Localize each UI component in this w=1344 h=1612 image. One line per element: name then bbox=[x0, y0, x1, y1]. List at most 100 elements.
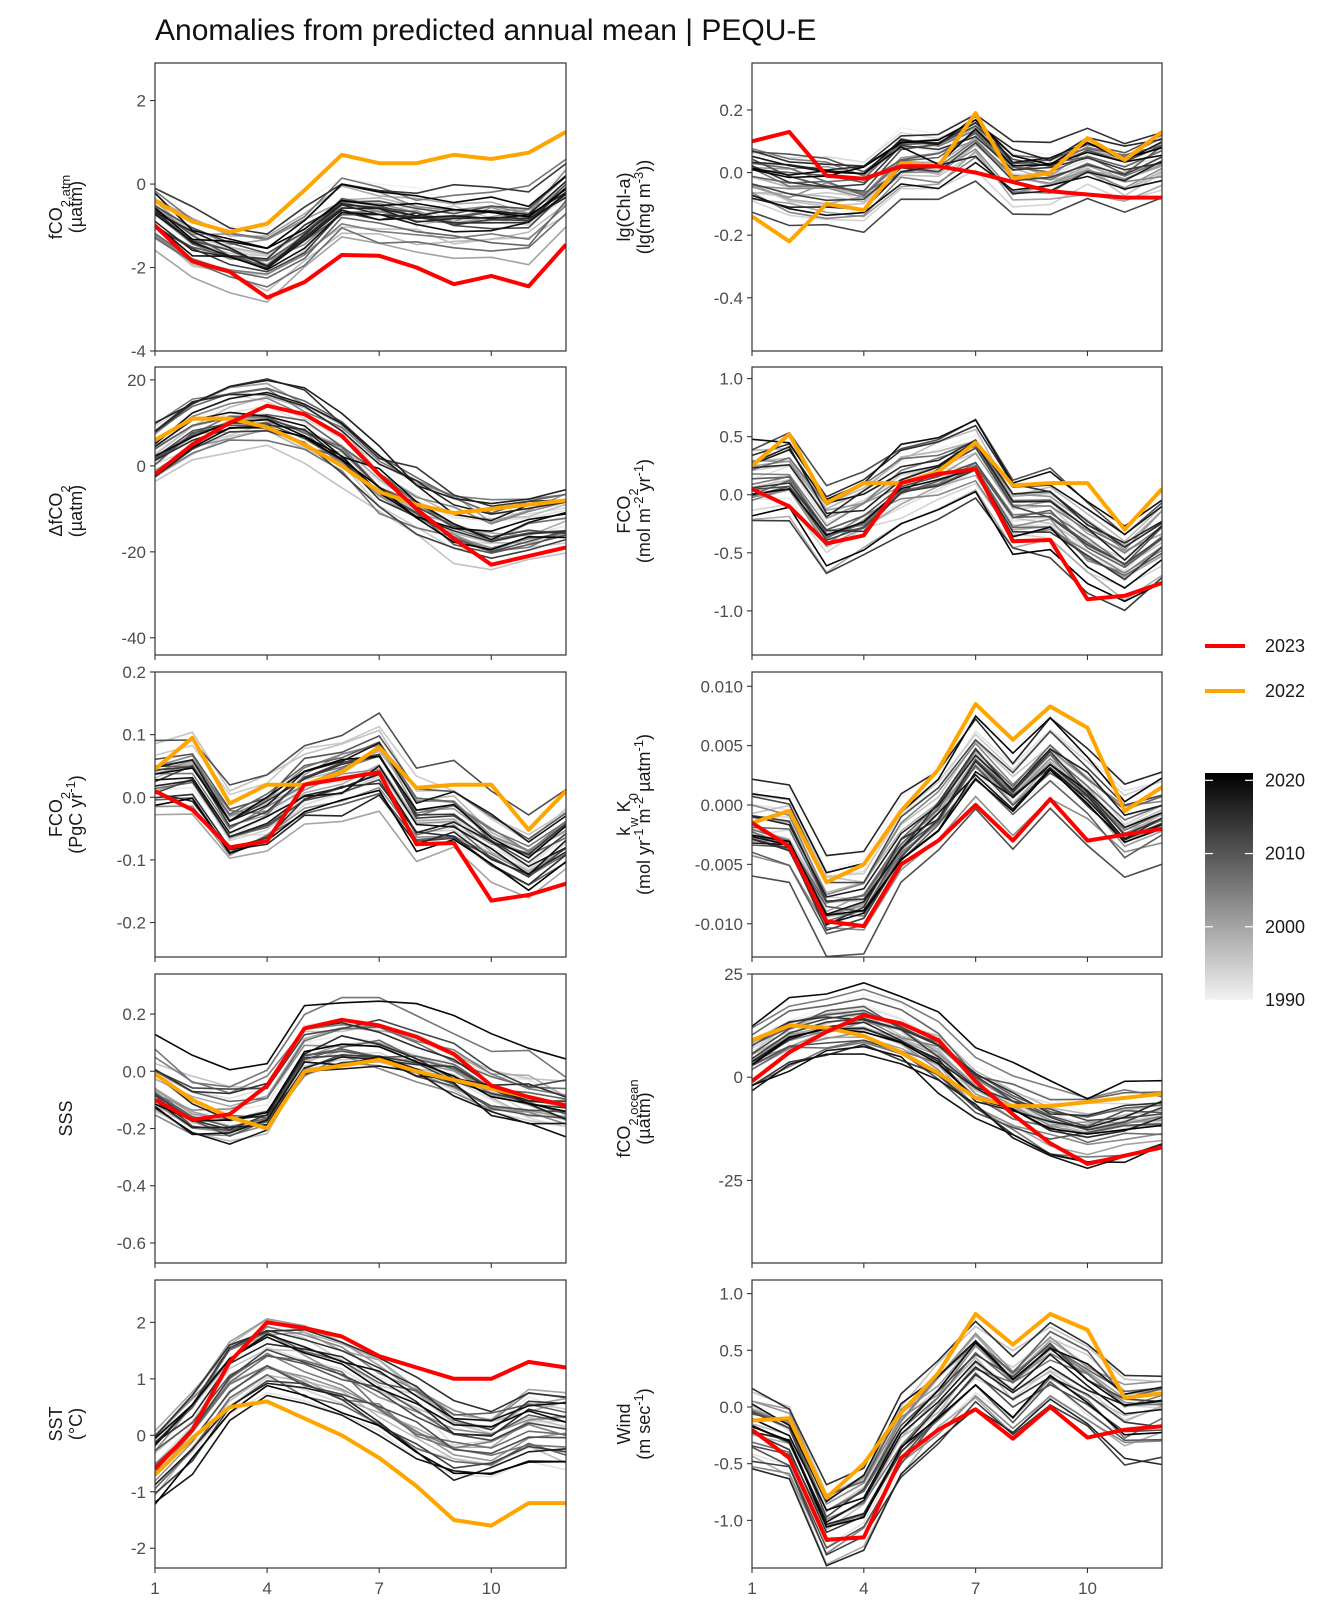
series-line-2021 bbox=[752, 118, 1162, 179]
series-line-2020 bbox=[752, 981, 1162, 1100]
series-line-2022 bbox=[155, 1399, 566, 1528]
y-tick-label: 0 bbox=[137, 175, 146, 194]
series-line-2022 bbox=[752, 111, 1162, 244]
series-line-2017 bbox=[155, 379, 566, 505]
y-tick-label: -1 bbox=[131, 1483, 146, 1502]
y-tick-label: 0.000 bbox=[700, 796, 743, 815]
series-line-1996 bbox=[155, 444, 566, 571]
y-tick-label: 0 bbox=[137, 1426, 146, 1445]
series-line-2023 bbox=[155, 1017, 566, 1122]
colorbar-label: 1990 bbox=[1265, 990, 1305, 1010]
x-tick-label: 4 bbox=[859, 1579, 868, 1598]
series-line-2015 bbox=[752, 113, 1162, 167]
series-line-2023 bbox=[752, 797, 1162, 929]
series-line-1994 bbox=[752, 169, 1162, 222]
colorbar-label: 2000 bbox=[1265, 917, 1305, 937]
y-tick-label: -0.010 bbox=[695, 915, 743, 934]
series-line-1992 bbox=[155, 1391, 566, 1496]
chart-title: Anomalies from predicted annual mean | P… bbox=[155, 14, 816, 47]
y-axis-label: (mol yr-1 m-2 µatm-1) bbox=[631, 734, 655, 895]
legend-label-2022: 2022 bbox=[1265, 681, 1305, 701]
series-line-2012 bbox=[155, 1348, 566, 1468]
series-line-2018 bbox=[752, 1053, 1162, 1170]
x-tick-label: 7 bbox=[374, 1579, 383, 1598]
series-line-2008 bbox=[155, 1373, 566, 1490]
y-tick-label: 0.5 bbox=[719, 1341, 743, 1360]
panel-lines bbox=[752, 702, 1162, 957]
series-line-2011 bbox=[752, 1039, 1162, 1140]
y-tick-label: 0.0 bbox=[719, 486, 743, 505]
colorbar bbox=[1205, 773, 1253, 1000]
series-line-2015 bbox=[155, 1328, 566, 1438]
series-line-1994 bbox=[752, 482, 1162, 588]
panel-sst: -2 -1 0 1 2 1 4 7 10 SST (°C) bbox=[46, 1279, 567, 1598]
panel-lines bbox=[155, 378, 566, 571]
series-line-2014 bbox=[155, 1329, 566, 1445]
series-line-2013 bbox=[155, 1380, 566, 1495]
y-tick-label: 0.0 bbox=[122, 1062, 146, 1081]
y-axis-label: SST bbox=[46, 1406, 66, 1441]
series-line-2013 bbox=[752, 1017, 1162, 1131]
y-axis-label: (µatm) bbox=[66, 181, 86, 233]
series-line-2007 bbox=[155, 213, 566, 288]
y-tick-label: 1 bbox=[137, 1370, 146, 1389]
series-line-2018 bbox=[155, 391, 566, 522]
series-line-2012 bbox=[752, 180, 1162, 234]
series-line-2021 bbox=[155, 427, 566, 551]
series-line-1999 bbox=[752, 489, 1162, 601]
series-line-2000 bbox=[155, 226, 566, 303]
series-line-2021 bbox=[752, 1374, 1162, 1529]
panel-chl: -0.4 -0.2 0.0 0.2 lg(Chl-a) (lg(mg m-3)) bbox=[614, 62, 1163, 356]
series-line-2013 bbox=[752, 1400, 1162, 1556]
series-line-1995 bbox=[155, 725, 566, 843]
y-tick-label: -2 bbox=[131, 1539, 146, 1558]
panel-wind: -1.0 -0.5 0.0 0.5 1.0 1 4 7 10 Wind (m sec-1) bbox=[614, 1279, 1163, 1598]
series-line-2010 bbox=[155, 734, 566, 840]
panel-lines bbox=[752, 418, 1162, 612]
panel-lines bbox=[155, 1318, 566, 1528]
panel-border bbox=[154, 973, 567, 1264]
y-tick-label: -0.1 bbox=[117, 851, 146, 870]
series-line-2008 bbox=[752, 997, 1162, 1101]
y-tick-label: 0.0 bbox=[719, 164, 743, 183]
series-line-2022 bbox=[155, 130, 566, 234]
series-line-2020 bbox=[155, 175, 566, 250]
series-line-2022 bbox=[752, 1312, 1162, 1500]
series-line-2020 bbox=[155, 1000, 566, 1071]
series-line-2023 bbox=[155, 1320, 566, 1471]
y-tick-label: 0.005 bbox=[700, 737, 743, 756]
series-line-2021 bbox=[752, 768, 1162, 917]
y-tick-label: 0.5 bbox=[719, 428, 743, 447]
series-line-2019 bbox=[752, 161, 1162, 217]
legend: 2023 2022 2020 2010 2000 1990 bbox=[1205, 636, 1305, 1010]
series-line-2014 bbox=[752, 1373, 1162, 1534]
y-axis-label: (mol m-2 yr-1) bbox=[631, 459, 655, 563]
panel-lines bbox=[752, 981, 1162, 1170]
series-line-2011 bbox=[155, 1364, 566, 1474]
series-line-2023 bbox=[155, 224, 566, 300]
panel-border bbox=[751, 671, 1163, 958]
y-tick-label: 25 bbox=[724, 965, 743, 984]
y-axis-label: (°C) bbox=[66, 1408, 86, 1440]
y-axis-label: (µatm) bbox=[634, 1092, 654, 1144]
series-line-2017 bbox=[155, 773, 566, 868]
series-line-2014 bbox=[752, 468, 1162, 581]
y-tick-label: -0.2 bbox=[117, 914, 146, 933]
series-line-2023 bbox=[155, 770, 566, 903]
x-tick-label: 7 bbox=[971, 1579, 980, 1598]
series-line-2016 bbox=[752, 1398, 1162, 1567]
series-line-2015 bbox=[155, 1021, 566, 1098]
series-line-1999 bbox=[752, 137, 1162, 205]
series-line-2018 bbox=[155, 191, 566, 270]
series-line-2013 bbox=[752, 496, 1162, 612]
series-line-2021 bbox=[752, 490, 1162, 603]
panel-border bbox=[751, 973, 1163, 1264]
y-tick-label: 0.2 bbox=[122, 1005, 146, 1024]
panel-border bbox=[751, 62, 1163, 352]
y-tick-label: 1.0 bbox=[719, 1285, 743, 1304]
